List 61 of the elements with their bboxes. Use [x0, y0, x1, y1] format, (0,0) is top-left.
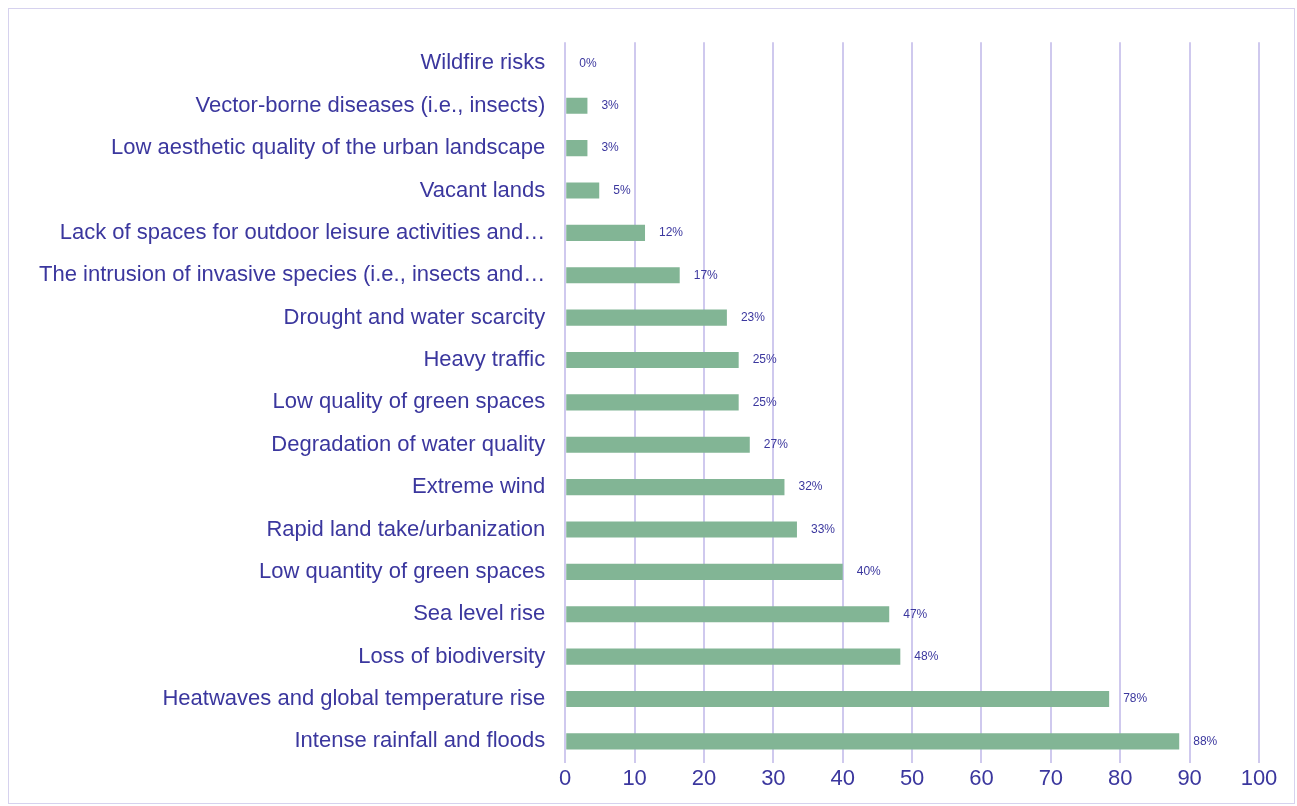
x-tick-label: 50	[899, 764, 925, 790]
y-tick-label: Extreme wind	[411, 473, 546, 499]
x-tick-label: 80	[1108, 764, 1133, 790]
y-tick-label: Vacant lands	[419, 176, 546, 202]
bar	[566, 182, 600, 199]
y-tick-label: Wildfire risks	[420, 49, 546, 75]
y-tick-label: Degradation of water quality	[271, 430, 546, 456]
bar	[566, 479, 785, 496]
data-label: 17%	[693, 267, 719, 282]
data-label: 88%	[1193, 733, 1218, 748]
x-tick-label: 100	[1240, 764, 1278, 790]
bar	[566, 733, 1180, 750]
data-label: 5%	[613, 182, 631, 197]
y-tick-label: Loss of biodiversity	[358, 642, 546, 668]
y-tick-label: Heavy traffic	[423, 346, 546, 372]
x-tick-label: 60	[969, 764, 994, 790]
bar	[566, 563, 843, 580]
bar	[566, 97, 588, 114]
x-tick-label: 10	[622, 764, 647, 790]
data-label: 48%	[914, 648, 939, 663]
y-tick-label: Vector-borne diseases (i.e., insects)	[195, 91, 546, 117]
bar	[566, 394, 739, 411]
bar	[566, 140, 588, 157]
y-tick-label: Low quantity of green spaces	[259, 557, 546, 583]
y-tick-label: Heatwaves and global temperature rise	[162, 685, 546, 711]
y-tick-label: The intrusion of invasive species (i.e., insects and…	[38, 261, 546, 287]
y-tick-label: Sea level rise	[413, 600, 546, 626]
bar	[566, 309, 727, 326]
bar	[566, 267, 680, 284]
data-label: 25%	[752, 352, 778, 367]
x-tick-label: 90	[1177, 764, 1202, 790]
y-tick-label: Intense rainfall and floods	[294, 727, 546, 753]
y-tick-label: Drought and water scarcity	[283, 303, 546, 329]
bar	[566, 648, 901, 665]
x-tick-label: 30	[761, 764, 786, 790]
bar	[566, 436, 750, 453]
y-tick-label: Low aesthetic quality of the urban landscape	[111, 134, 546, 160]
data-label: 78%	[1123, 691, 1148, 706]
bar	[566, 521, 797, 538]
data-label: 25%	[752, 394, 778, 409]
data-label: 40%	[856, 564, 882, 579]
y-tick-label: Lack of spaces for outdoor leisure activities and…	[59, 218, 546, 244]
data-label: 27%	[763, 437, 789, 452]
data-label: 33%	[810, 521, 836, 536]
y-tick-label: Rapid land take/urbanization	[266, 515, 546, 541]
bar	[566, 690, 1110, 708]
x-tick-label: 0	[559, 764, 572, 790]
bar	[566, 224, 646, 241]
y-tick-label: Low quality of green spaces	[272, 388, 546, 414]
x-tick-label: 20	[691, 764, 717, 790]
data-label: 23%	[740, 309, 766, 324]
bar	[566, 351, 739, 369]
data-label: 32%	[798, 479, 823, 494]
data-label: 3%	[601, 98, 620, 113]
data-label: 12%	[659, 225, 684, 240]
bar	[566, 606, 890, 623]
data-label: 47%	[903, 606, 928, 621]
x-tick-label: 70	[1038, 764, 1064, 790]
data-label: 3%	[601, 140, 620, 155]
data-label: 0%	[579, 55, 597, 70]
x-tick-label: 40	[830, 764, 855, 790]
